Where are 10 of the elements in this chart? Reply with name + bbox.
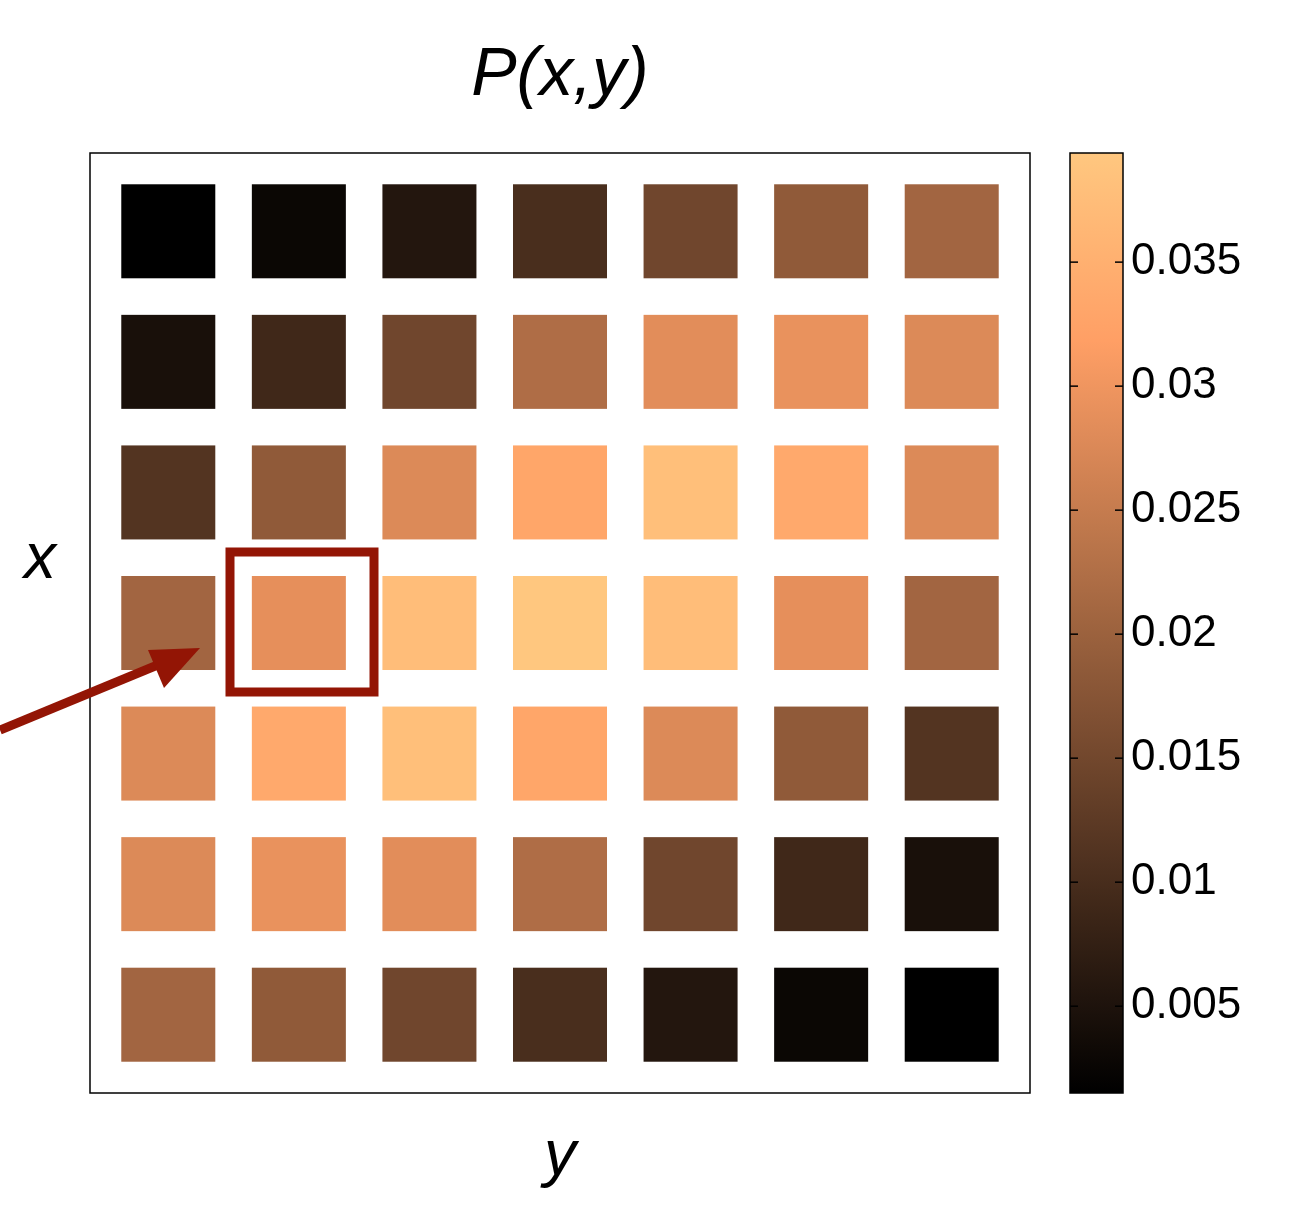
x-axis-title: y <box>540 1117 580 1189</box>
chart-title: P(x,y) <box>471 33 649 109</box>
color-bar-label: 0.02 <box>1131 605 1217 655</box>
color-bar-label: 0.035 <box>1131 233 1242 283</box>
color-bar-label: 0.03 <box>1131 357 1217 407</box>
color-bar-label: 0.005 <box>1131 977 1242 1027</box>
y-axis-title: x <box>21 520 58 592</box>
color-bar-label: 0.025 <box>1131 481 1242 531</box>
color-bar-label: 0.01 <box>1131 853 1217 903</box>
color-bar-label: 0.015 <box>1131 729 1242 779</box>
